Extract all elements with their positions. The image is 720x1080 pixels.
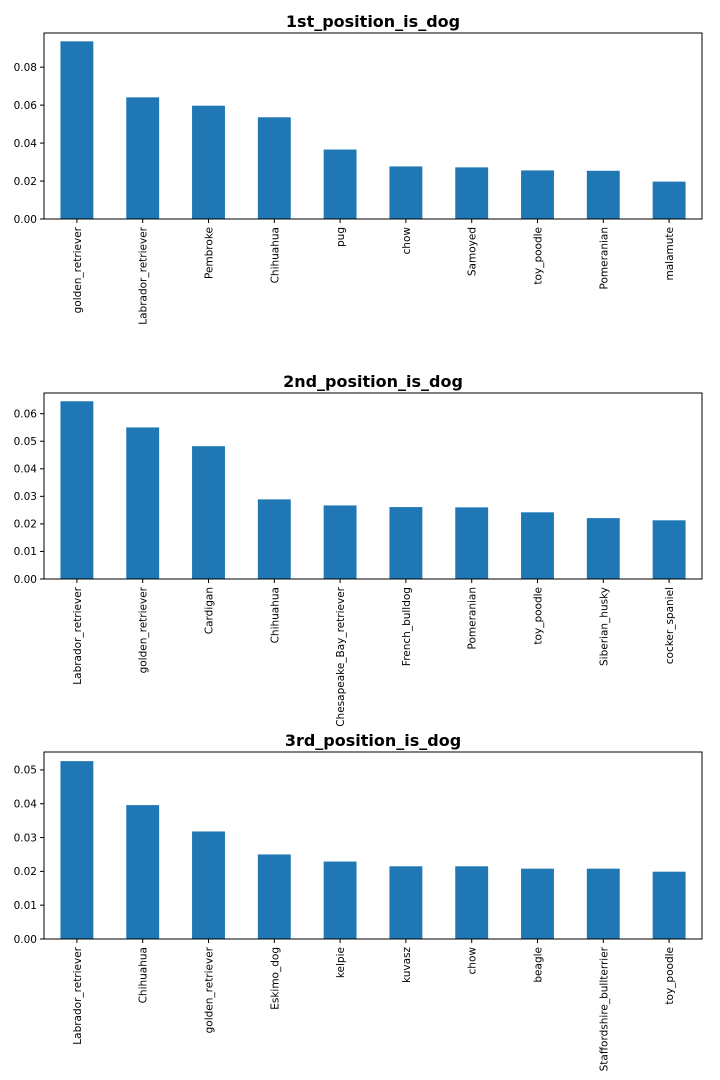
y-tick-label: 0.01 [14,546,37,558]
y-tick-label: 0.02 [14,176,37,188]
y-tick-label: 0.01 [14,900,37,912]
y-tick-label: 0.03 [14,491,37,503]
bar-Samoyed [455,167,489,219]
bar-Eskimo_dog [257,854,291,939]
bar-pug [323,149,357,219]
x-tick-label: toy_poodle [533,587,545,645]
axes-frame [43,392,703,580]
y-tick-label: 0.05 [14,436,37,448]
bar-kuvasz [389,866,423,939]
bar-Labrador_retriever [60,761,94,939]
bar-Chihuahua [257,117,291,219]
x-tick-label: cocker_spaniel [664,587,676,664]
x-tick-label: Cardigan [204,587,216,634]
bar-Pomeranian [586,170,620,219]
bar-Chihuahua [257,499,291,579]
bar-toy_poodle [521,512,554,579]
y-tick-label: 0.04 [14,138,38,150]
chart-panel-1: 1st_position_is_dog 0.00 0.02 0.04 0.06 0.08 g… [14,12,703,325]
x-tick-label: golden_retriever [138,586,150,673]
y-tick-label: 0.00 [14,574,37,586]
y-tick-label: 0.08 [14,62,37,74]
bar-cocker_spaniel [652,520,686,579]
y-tick-label: 0.02 [14,519,37,531]
bar-Chihuahua [126,805,160,939]
bar-toy_poodle [521,170,554,219]
x-tick-label: malamute [664,227,676,280]
x-tick-label: Staffordshire_bullterrier [598,946,610,1071]
x-tick-label: French_bulldog [401,587,413,666]
bar-French_bulldog [389,507,423,579]
x-tick-label: Labrador_retriever [138,226,150,324]
bar-chow [389,166,423,219]
x-tick-label: golden_retriever [72,226,84,313]
y-tick-label: 0.04 [14,464,38,476]
x-tick-label: beagle [533,947,545,983]
x-tick-label: Labrador_retriever [72,586,84,684]
x-tick-label: chow [401,227,413,255]
y-tick-label: 0.00 [14,214,37,226]
x-tick-label: Chihuahua [269,227,281,283]
bar-chow [455,866,489,939]
chart-title: 1st_position_is_dog [286,12,460,31]
bar-malamute [652,181,686,219]
x-tick-label: Pomeranian [467,587,479,649]
x-tick-label: Chihuahua [138,947,150,1003]
y-tick-label: 0.05 [14,765,37,777]
x-tick-label: Labrador_retriever [72,946,84,1044]
bar-golden_retriever [60,41,94,220]
bar-golden_retriever [126,427,160,579]
x-tick-label: Siberian_husky [598,587,610,666]
y-tick-label: 0.06 [14,408,38,420]
axes-frame [43,751,703,940]
x-tick-label: Pembroke [204,227,216,279]
bar-Labrador_retriever [126,97,160,219]
y-tick-label: 0.02 [14,866,37,878]
y-tick-label: 0.00 [14,934,37,946]
x-tick-label: Samoyed [467,227,479,276]
x-tick-label: Chesapeake_Bay_retriever [335,586,347,726]
bar-toy_poodle [652,871,686,939]
axes-frame [43,32,703,220]
bar-Chesapeake_Bay_retriever [323,505,357,579]
x-tick-label: toy_poodle [664,947,676,1005]
bar-Siberian_husky [586,518,620,579]
bar-Cardigan [192,446,225,579]
x-tick-label: Eskimo_dog [269,947,281,1010]
chart-panel-3: 3rd_position_is_dog 0.00 0.01 0.02 0.03 0.04 0… [14,731,703,1071]
x-tick-label: Chihuahua [269,587,281,643]
x-tick-label: pug [335,227,347,247]
x-tick-label: kelpie [335,947,347,978]
bar-Pembroke [192,105,225,219]
x-tick-label: chow [467,947,479,975]
bar-beagle [521,868,554,939]
x-tick-label: golden_retriever [204,946,216,1033]
x-tick-label: Pomeranian [598,227,610,289]
bar-Pomeranian [455,507,489,579]
x-tick-label: kuvasz [401,947,413,984]
x-tick-label: toy_poodle [533,227,545,285]
bar-golden_retriever [192,831,225,939]
y-tick-label: 0.04 [14,799,38,811]
chart-panel-2: 2nd_position_is_dog 0.00 0.01 0.02 0.03 0.04 0… [14,372,703,727]
y-tick-label: 0.06 [14,100,38,112]
bar-Labrador_retriever [60,401,94,579]
chart-title: 2nd_position_is_dog [283,372,463,391]
chart-title: 3rd_position_is_dog [285,731,461,750]
y-tick-label: 0.03 [14,832,37,844]
bar-Staffordshire_bullterrier [586,868,620,939]
bar-kelpie [323,861,357,939]
